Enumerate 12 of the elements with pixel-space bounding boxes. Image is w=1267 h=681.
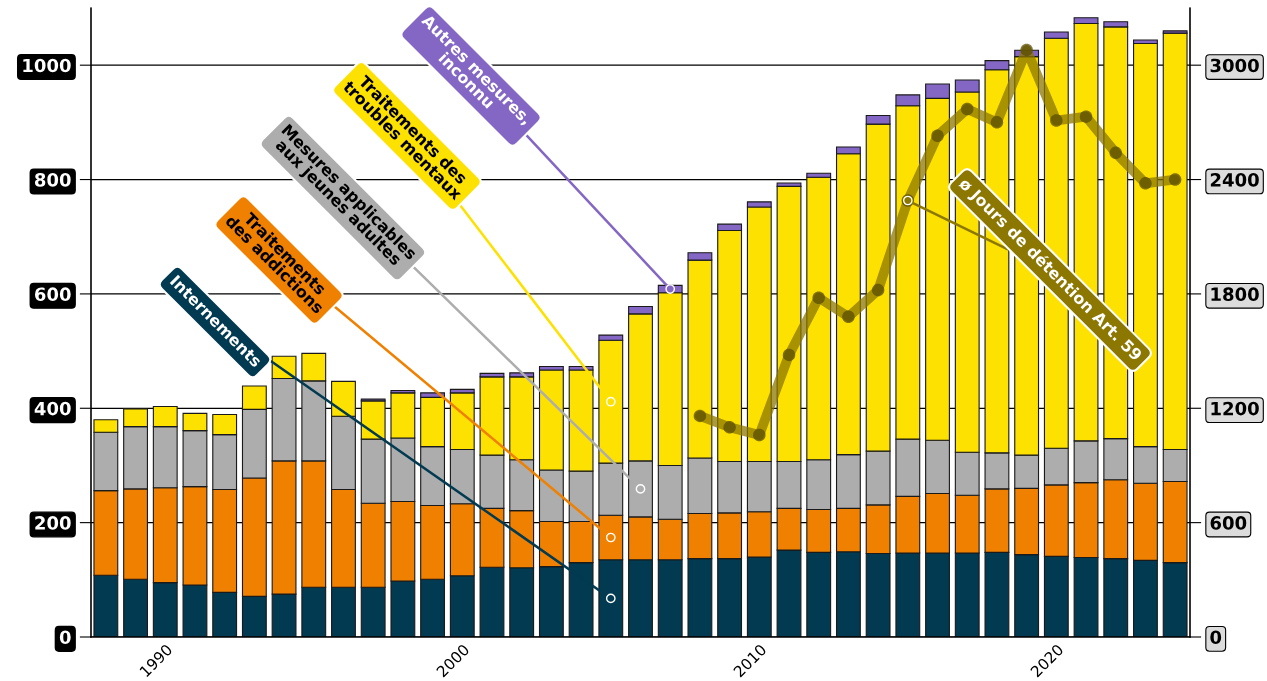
y2-tick-label: 600: [1210, 516, 1247, 530]
y2-tick-label: 1200: [1211, 401, 1259, 416]
y-tick-label: 0: [59, 630, 71, 645]
y-tick-label: 800: [34, 173, 71, 187]
y-tick-label: 200: [35, 516, 71, 530]
y2-tick-label: 3000: [1210, 58, 1259, 73]
y2-tick-label: 1800: [1211, 287, 1259, 302]
y2-tick-label: 0: [1210, 630, 1222, 645]
y-tick-label: 1000: [23, 58, 71, 73]
y-tick-label: 400: [34, 401, 71, 416]
y-tick-label: 600: [34, 287, 71, 302]
y2-tick-label: 2400: [1210, 173, 1259, 187]
